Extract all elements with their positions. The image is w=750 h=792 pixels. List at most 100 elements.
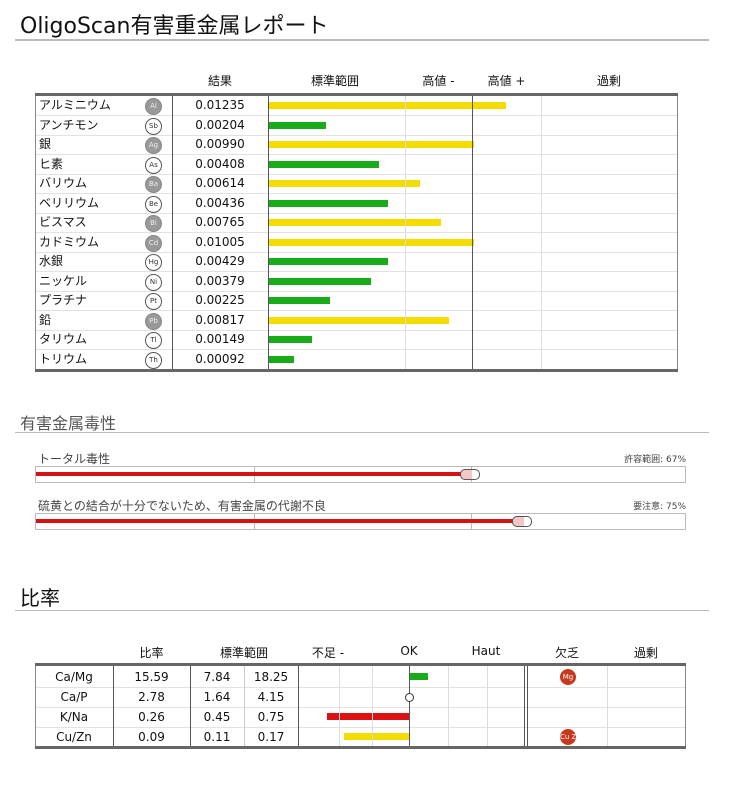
grid-line	[472, 96, 473, 369]
table-row: アンチモン Sb 0.00204	[35, 116, 677, 136]
metal-name: 鉛	[39, 312, 52, 327]
deficit-badge: Mg	[560, 669, 576, 685]
ratio-name: Cu/Zn	[56, 730, 92, 744]
level-bar	[269, 355, 294, 363]
grid-line	[527, 666, 528, 746]
table-row: ベリリウム Be 0.00436	[35, 194, 677, 214]
metal-name: アンチモン	[39, 117, 99, 132]
metal-name: タリウム	[39, 332, 88, 346]
level-bar	[269, 102, 507, 109]
metal-value: 0.00204	[195, 117, 245, 132]
metal-name: 水銀	[39, 254, 64, 268]
element-badge: Pt	[145, 293, 162, 310]
table-row: アルミニウム Al 0.01235	[35, 96, 677, 116]
metal-name: ヒ素	[39, 156, 64, 171]
metal-name: カドミウム	[39, 234, 100, 249]
level-bar	[269, 160, 380, 168]
metal-value: 0.00765	[195, 215, 245, 229]
metal-name: ニッケル	[39, 273, 88, 288]
metal-value: 0.01005	[195, 234, 245, 249]
range-low: 0.11	[203, 730, 231, 744]
ratio-marker	[405, 693, 414, 702]
table-row: バリウム Ba 0.00614	[35, 174, 677, 194]
table-row: ニッケル Ni 0.00379	[35, 272, 677, 292]
grid-line	[35, 666, 36, 746]
table-row: ヒ素 As 0.00408	[35, 155, 677, 175]
deficit-badge: Cu Zn	[560, 729, 576, 745]
element-badge: Al	[145, 98, 162, 115]
metal-value: 0.00092	[195, 351, 245, 366]
toxicity-fill	[36, 472, 472, 476]
element-badge: Ag	[145, 137, 162, 154]
ratio-name: Ca/P	[60, 690, 88, 704]
metal-value: 0.00436	[195, 195, 245, 210]
grid-line	[172, 96, 173, 369]
grid-line	[409, 666, 410, 746]
level-bar	[269, 258, 388, 265]
element-badge: Ba	[145, 176, 162, 193]
level-bar	[269, 277, 372, 285]
metal-name: トリウム	[39, 351, 88, 366]
element-badge: As	[145, 156, 162, 174]
header-excess: 過剰	[596, 74, 621, 88]
header-ratio: 比率	[139, 646, 164, 660]
grid-line	[244, 666, 245, 746]
header-result: 結果	[207, 74, 232, 88]
toxicity-fill	[36, 519, 524, 523]
toxicity-note: 許容範囲: 67%	[624, 455, 686, 465]
ratio-bar	[326, 713, 409, 720]
metal-value: 0.00614	[195, 176, 245, 190]
grid-line	[113, 666, 114, 746]
metal-name: 銀	[39, 137, 52, 151]
grid-line	[339, 666, 340, 746]
range-low: 1.64	[203, 690, 231, 704]
range-high: 18.25	[253, 670, 289, 684]
level-bar	[269, 238, 474, 246]
ratio-value: 2.78	[138, 690, 165, 704]
range-high: 0.17	[257, 730, 285, 744]
metal-value: 0.01235	[195, 98, 245, 112]
grid-line	[298, 666, 299, 746]
level-bar	[269, 141, 474, 148]
grid-line	[685, 666, 686, 746]
grid-line	[607, 666, 608, 746]
divider	[35, 93, 678, 96]
toxicity-bar	[35, 513, 686, 530]
divider	[15, 610, 709, 611]
level-bar	[269, 336, 312, 343]
header-deficit: 欠乏	[554, 646, 579, 660]
header-ok: OK	[400, 644, 418, 658]
header-range: 標準範囲	[310, 74, 359, 88]
ratio-value: 0.26	[138, 710, 165, 724]
element-badge: Tl	[145, 332, 162, 349]
ratio-name: K/Na	[59, 710, 89, 724]
toxicity-note: 要注意: 75%	[633, 502, 686, 512]
header-high: Haut	[471, 644, 501, 658]
table-row: Cu/Zn 0.09 0.11 0.17 Cu Zn	[35, 727, 685, 748]
ratios-title: 比率	[20, 586, 60, 610]
grid-line	[487, 666, 488, 746]
divider	[15, 39, 709, 41]
element-badge: Hg	[145, 254, 162, 271]
table-row: 鉛 Pb 0.00817	[35, 311, 677, 331]
page-title: OligoScan有害重金属レポート	[20, 14, 329, 39]
element-badge: Be	[145, 195, 162, 213]
metal-value: 0.00149	[195, 332, 245, 346]
level-bar	[269, 297, 331, 304]
element-badge: Sb	[145, 117, 162, 135]
divider	[35, 663, 686, 666]
metal-value: 0.00408	[195, 156, 245, 171]
grid-line	[677, 96, 678, 369]
metal-value: 0.00990	[195, 137, 245, 151]
table-row: プラチナ Pt 0.00225	[35, 291, 677, 311]
metal-name: アルミニウム	[39, 98, 111, 112]
range-high: 0.75	[257, 710, 285, 724]
grid-line	[448, 666, 449, 746]
range-low: 0.45	[203, 710, 231, 724]
toxicity-bar	[35, 466, 686, 483]
grid-line	[268, 96, 269, 369]
level-bar	[269, 199, 388, 207]
table-row: タリウム Tl 0.00149	[35, 330, 677, 350]
element-badge: Bi	[145, 215, 162, 232]
